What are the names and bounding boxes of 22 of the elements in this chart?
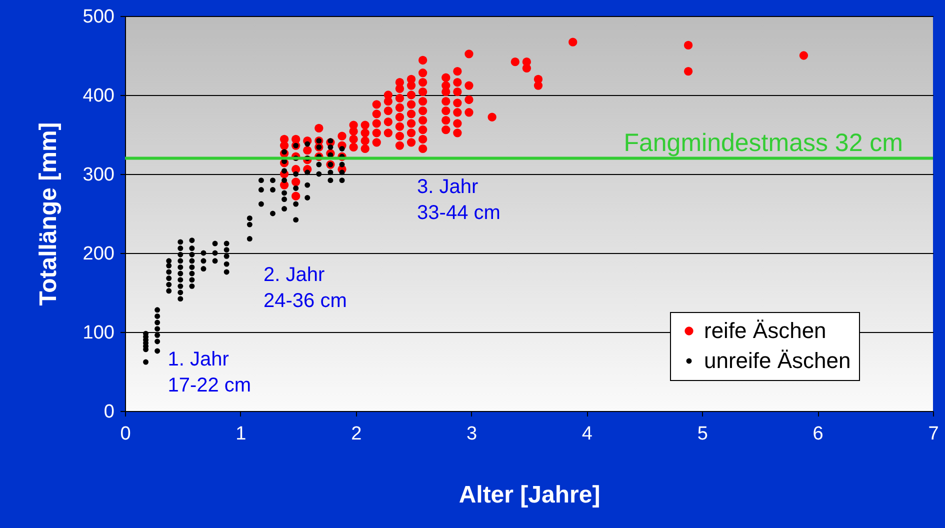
y-axis-title: Totallänge [mm] [34, 122, 62, 306]
y-tick-label: 200 [82, 244, 114, 264]
y-tick-label: 0 [104, 402, 114, 422]
legend-label: unreife Äschen [704, 348, 851, 373]
y-tick-label: 500 [82, 6, 114, 28]
x-tick-label: 4 [582, 424, 593, 444]
y-tick-label: 100 [82, 322, 114, 344]
x-tick-label: 2 [351, 424, 362, 444]
y-tick-label: 300 [82, 164, 114, 186]
x-tick-label: 3 [466, 424, 478, 444]
x-tick-label: 0 [120, 424, 131, 444]
ref-line-label: Fangmindestmass 32 cm [624, 129, 903, 158]
annotation: 2. Jahr 24-36 cm [264, 264, 347, 312]
x-tick-label: 6 [812, 424, 824, 444]
x-tick-label: 7 [928, 424, 939, 444]
annotation: 3. Jahr 33-44 cm [417, 176, 500, 224]
legend-label: reife Äschen [704, 318, 826, 343]
x-tick-label: 5 [697, 424, 708, 444]
y-tick-label: 400 [82, 86, 114, 106]
x-axis-title: Alter [Jahre] [458, 482, 600, 508]
annotation: 1. Jahr 17-22 cm [168, 348, 252, 396]
x-tick-label: 1 [236, 424, 246, 444]
